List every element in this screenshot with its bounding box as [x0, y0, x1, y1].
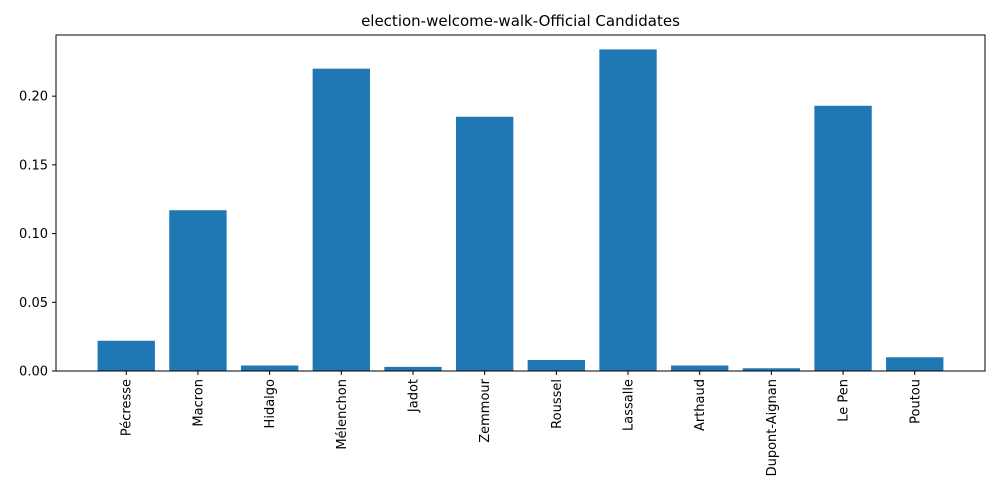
y-tick-label: 0.15	[19, 158, 48, 173]
bar	[312, 68, 370, 372]
y-axis: 0.00 0.05 0.10 0.15 0.20	[19, 90, 56, 380]
x-tick-label: Macron	[191, 379, 206, 427]
y-tick-label: 0.05	[19, 296, 48, 311]
bar	[742, 368, 801, 371]
x-axis: Pécresse Macron Hidalgo Mélenchon Jadot Zemmo…	[120, 371, 923, 476]
x-tick-label: Arthaud	[693, 379, 708, 431]
bar	[814, 105, 872, 371]
y-tick-label: 0.10	[19, 227, 48, 242]
x-tick-label: Mélenchon	[335, 379, 350, 450]
bar	[455, 116, 514, 371]
x-tick-label: Zemmour	[478, 378, 493, 442]
bar	[599, 49, 657, 372]
bar	[671, 365, 729, 371]
bars-group	[97, 49, 944, 372]
x-tick-label: Dupont-Aignan	[765, 379, 780, 476]
x-tick-label: Pécresse	[120, 379, 135, 436]
y-tick-label: 0.20	[19, 90, 48, 105]
bar	[384, 366, 442, 371]
bar	[886, 357, 944, 371]
bar	[527, 360, 586, 371]
chart-title: election-welcome-walk-Official Candidate…	[361, 12, 680, 30]
x-tick-label: Poutou	[908, 379, 923, 424]
x-tick-label: Jadot	[406, 379, 421, 413]
bar	[240, 365, 299, 371]
x-tick-label: Lassalle	[622, 379, 637, 431]
plot-frame	[55, 34, 986, 372]
bar	[97, 340, 155, 371]
x-tick-label: Hidalgo	[263, 379, 278, 428]
y-tick-label: 0.00	[19, 365, 48, 380]
x-tick-label: Le Pen	[837, 379, 852, 422]
bar	[169, 210, 227, 371]
x-tick-label: Roussel	[550, 379, 565, 429]
